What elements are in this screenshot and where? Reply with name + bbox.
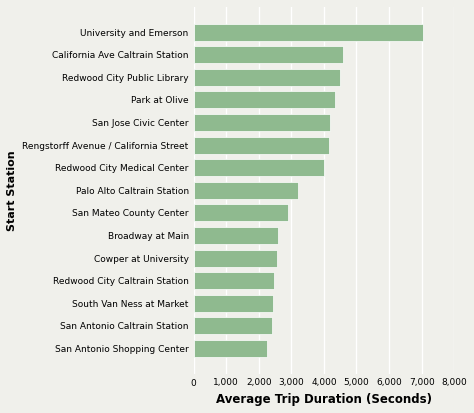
Bar <box>193 272 274 289</box>
Bar <box>193 318 272 335</box>
Bar <box>193 340 267 357</box>
Bar <box>193 137 329 154</box>
Bar <box>193 249 277 266</box>
Y-axis label: Start Station: Start Station <box>7 150 17 230</box>
Bar <box>193 24 423 40</box>
Bar <box>193 204 288 221</box>
Bar <box>193 114 330 131</box>
Bar <box>193 159 324 176</box>
Bar <box>193 227 278 244</box>
Bar <box>193 69 340 86</box>
Bar <box>193 295 273 312</box>
Bar <box>193 46 344 63</box>
X-axis label: Average Trip Duration (Seconds): Average Trip Duration (Seconds) <box>216 393 432 406</box>
Bar <box>193 91 335 108</box>
Bar <box>193 182 298 199</box>
